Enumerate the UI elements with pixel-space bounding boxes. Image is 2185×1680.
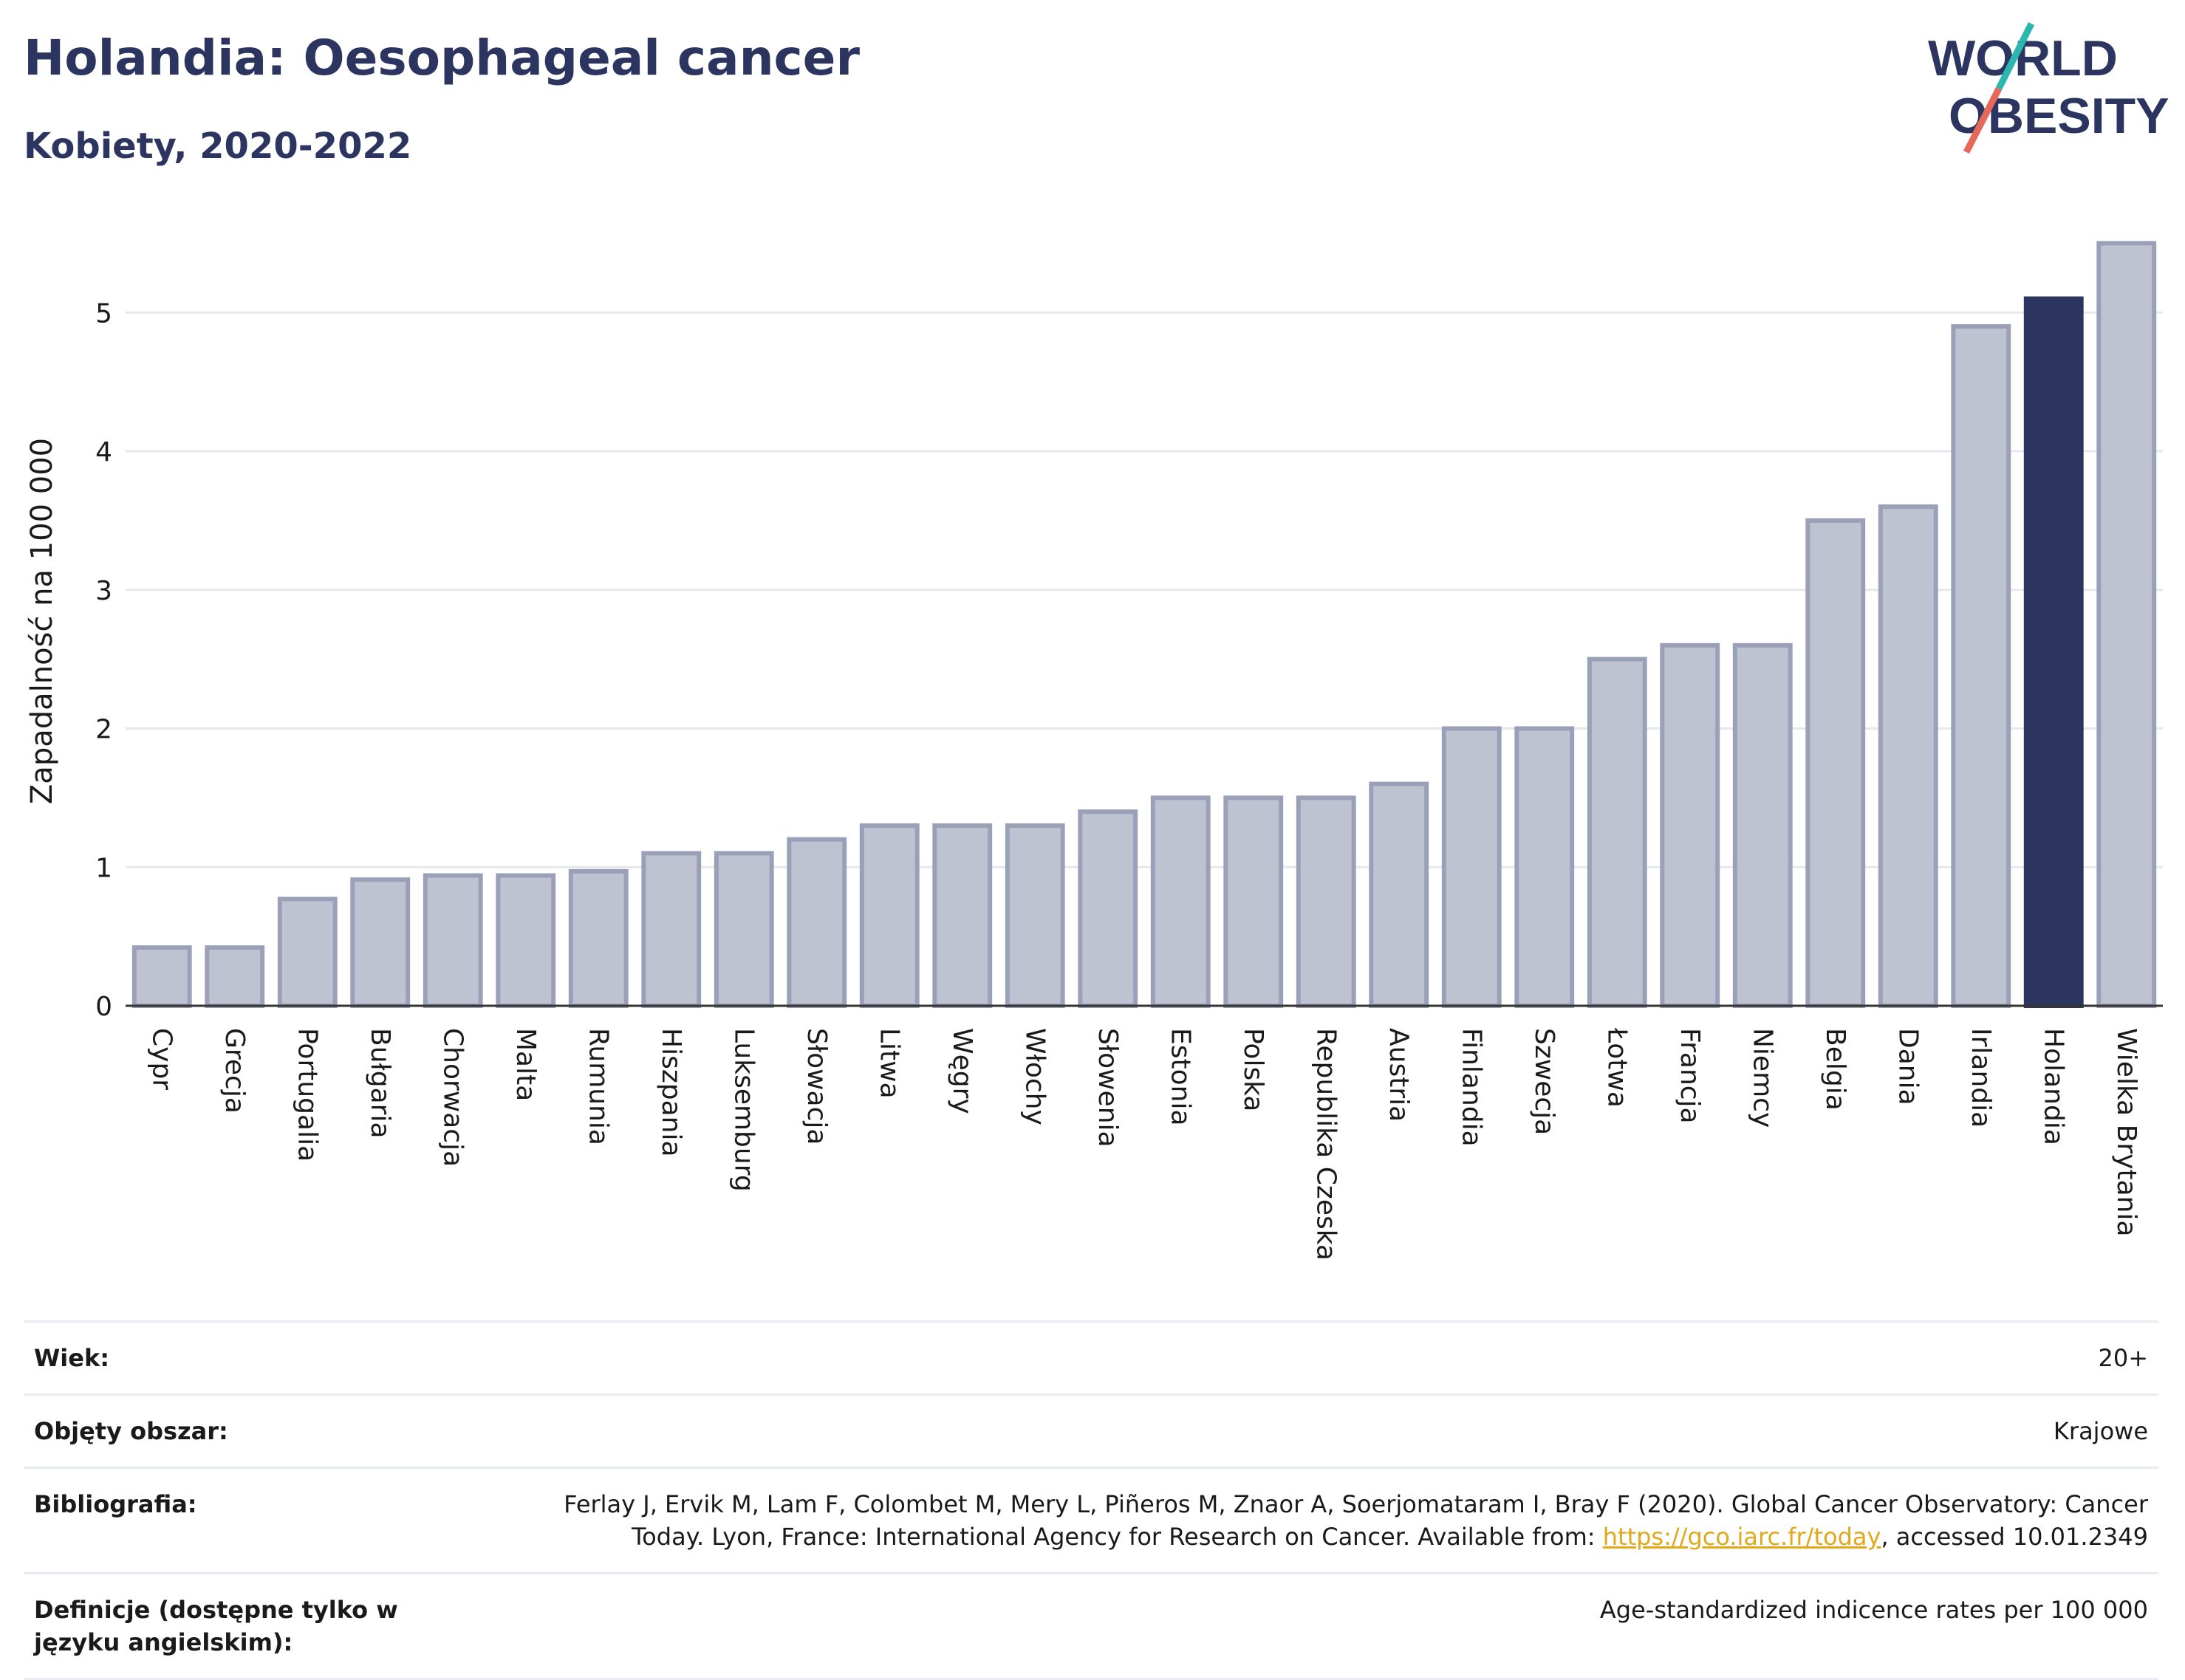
bar-grecja bbox=[205, 945, 265, 1009]
meta-value: Krajowe bbox=[2053, 1417, 2148, 1445]
bar-irlandia bbox=[1951, 324, 2011, 1009]
logo-slash-teal bbox=[1995, 22, 2035, 91]
logo-slash-coral bbox=[1963, 86, 2003, 154]
bar-malta bbox=[496, 873, 556, 1008]
bar-słowenia bbox=[1078, 809, 1138, 1009]
x-tick-label: Włochy bbox=[1019, 1028, 1050, 1125]
x-tick-label: Niemcy bbox=[1747, 1028, 1777, 1128]
x-tick-label: Francja bbox=[1675, 1028, 1705, 1124]
x-tick-label: Szwecja bbox=[1529, 1028, 1559, 1135]
x-tick-label: Luksemburg bbox=[728, 1028, 759, 1192]
bar-finlandia bbox=[1441, 726, 1502, 1008]
meta-row-age: Wiek: 20+ bbox=[24, 1320, 2158, 1393]
bar-polska bbox=[1223, 795, 1284, 1009]
bar-litwa bbox=[859, 823, 920, 1009]
meta-row-definitions: Definicje (dostępne tylko w języku angie… bbox=[24, 1572, 2158, 1680]
x-tick-label: Republika Czeska bbox=[1310, 1028, 1341, 1261]
x-tick-label: Słowenia bbox=[1092, 1028, 1123, 1148]
bar-łotwa bbox=[1587, 656, 1647, 1008]
meta-key: Definicje (dostępne tylko w języku angie… bbox=[34, 1596, 398, 1656]
bar-portugalia bbox=[277, 896, 338, 1008]
y-tick-label: 4 bbox=[95, 437, 112, 467]
x-tick-label: Belgia bbox=[1820, 1028, 1850, 1111]
meta-value: Ferlay J, Ervik M, Lam F, Colombet M, Me… bbox=[523, 1488, 2148, 1553]
world-obesity-logo: WORLD OBESITY bbox=[1928, 22, 2169, 154]
bar-francja bbox=[1660, 642, 1720, 1008]
x-tick-label: Malta bbox=[510, 1028, 541, 1101]
bibliography-text: Ferlay J, Ervik M, Lam F, Colombet M, Me… bbox=[564, 1490, 2148, 1551]
bar-rumunia bbox=[568, 868, 629, 1008]
bar-szwecja bbox=[1514, 726, 1575, 1008]
bar-luksemburg bbox=[714, 851, 774, 1008]
y-tick-label: 2 bbox=[95, 715, 112, 745]
bar-słowacja bbox=[787, 837, 847, 1009]
bar-dania bbox=[1878, 504, 1938, 1008]
metadata-table: Wiek: 20+ Objęty obszar: Krajowe Bibliog… bbox=[24, 1320, 2158, 1680]
y-tick-label: 0 bbox=[95, 992, 112, 1022]
bar-chart: 0 1 2 3 4 5 Cypr Grecja Portugalia Bułgaria Chorw… bbox=[25, 241, 2163, 1261]
meta-key: Bibliografia: bbox=[34, 1490, 197, 1518]
x-tick-label: Hiszpania bbox=[656, 1028, 686, 1157]
bar-hiszpania bbox=[641, 851, 702, 1008]
bar-estonia bbox=[1150, 795, 1211, 1009]
x-tick-label: Portugalia bbox=[292, 1028, 322, 1162]
bar-holandia bbox=[2023, 296, 2084, 1008]
meta-key: Wiek: bbox=[34, 1344, 110, 1372]
bar-niemcy bbox=[1732, 642, 1793, 1008]
y-axis-label: Zapadalność na 100 000 bbox=[25, 438, 59, 804]
bar-węgry bbox=[932, 823, 993, 1009]
y-axis-ticks: 0 1 2 3 4 5 bbox=[95, 298, 112, 1022]
x-tick-label: Rumunia bbox=[583, 1028, 613, 1145]
meta-key: Objęty obszar: bbox=[34, 1417, 228, 1445]
meta-value: 20+ bbox=[2098, 1344, 2148, 1372]
x-tick-label: Chorwacja bbox=[437, 1028, 468, 1167]
bar-chorwacja bbox=[423, 873, 483, 1008]
x-tick-label: Polska bbox=[1238, 1028, 1268, 1111]
x-tick-label: Litwa bbox=[874, 1028, 904, 1099]
meta-value: Age-standardized indicence rates per 100… bbox=[1599, 1596, 2148, 1624]
bar-wielka-brytania bbox=[2096, 241, 2157, 1009]
x-tick-label: Słowacja bbox=[801, 1028, 832, 1145]
y-tick-label: 3 bbox=[95, 576, 112, 606]
source-link[interactable]: https://gco.iarc.fr/today bbox=[1602, 1523, 1881, 1551]
x-tick-label: Cypr bbox=[146, 1028, 177, 1090]
x-tick-label: Austria bbox=[1384, 1028, 1414, 1122]
x-tick-label: Irlandia bbox=[1966, 1028, 1996, 1128]
x-tick-label: Grecja bbox=[219, 1028, 250, 1114]
x-tick-label: Dania bbox=[1892, 1028, 1923, 1105]
y-tick-label: 5 bbox=[95, 298, 112, 329]
x-tick-label: Finlandia bbox=[1456, 1028, 1486, 1147]
bar-bułgaria bbox=[350, 877, 411, 1008]
bar-austria bbox=[1369, 781, 1429, 1009]
page-title: Holandia: Oesophageal cancer bbox=[24, 30, 860, 86]
x-tick-label: Wielka Brytania bbox=[2111, 1028, 2141, 1237]
bar-belgia bbox=[1805, 518, 1866, 1008]
bars bbox=[131, 241, 2157, 1009]
x-axis-labels: Cypr Grecja Portugalia Bułgaria Chorwacja Mal… bbox=[146, 1027, 2141, 1261]
bibliography-accessed: , accessed 10.01.2349 bbox=[1881, 1523, 2148, 1551]
meta-row-area: Objęty obszar: Krajowe bbox=[24, 1393, 2158, 1467]
x-tick-label: Węgry bbox=[947, 1028, 977, 1114]
x-tick-label: Bułgaria bbox=[365, 1028, 395, 1139]
bar-republika-czeska bbox=[1296, 795, 1356, 1009]
x-tick-label: Estonia bbox=[1165, 1028, 1195, 1126]
bar-włochy bbox=[1005, 823, 1065, 1009]
page-subtitle: Kobiety, 2020-2022 bbox=[24, 126, 412, 167]
bar-cypr bbox=[131, 945, 192, 1009]
y-tick-label: 1 bbox=[95, 853, 112, 883]
x-tick-label: Holandia bbox=[2038, 1028, 2068, 1145]
meta-row-bibliography: Bibliografia: Ferlay J, Ervik M, Lam F, … bbox=[24, 1467, 2158, 1572]
x-tick-label: Łotwa bbox=[1601, 1027, 1632, 1108]
